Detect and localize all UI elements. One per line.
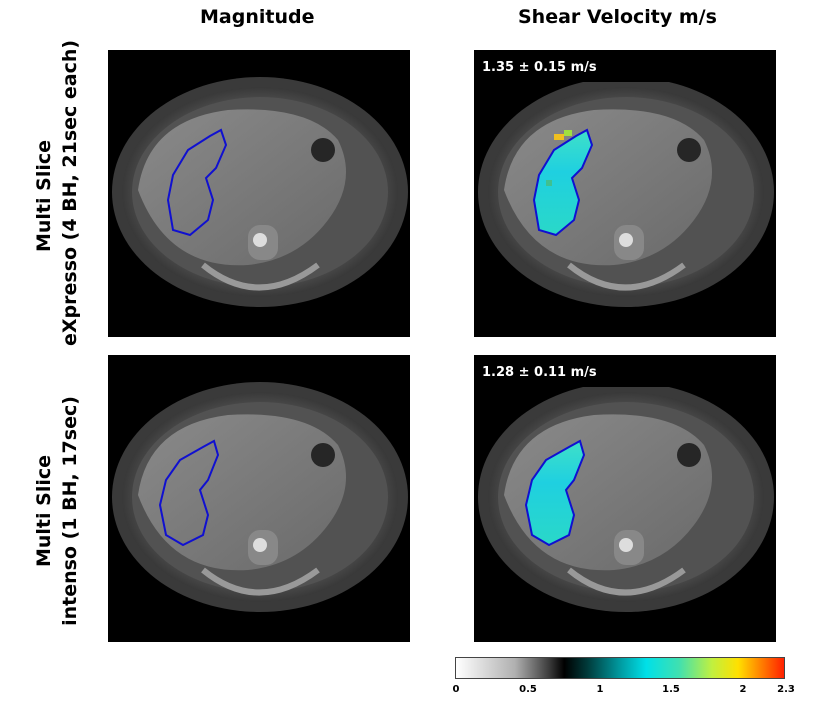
row-1-label: Multi Slice eXpresso (4 BH, 21sec each) [31, 39, 83, 346]
stat-bar-row-2 [474, 355, 776, 387]
colorbar [455, 657, 785, 679]
colorbar-tick-2: 2 [739, 684, 747, 695]
shear-stat-row-1: 1.35 ± 0.15 m/s [482, 60, 597, 75]
row-2-title: Multi Slice [33, 455, 55, 568]
row-1-title: Multi Slice [33, 140, 55, 253]
colorbar-tick-0-5: 0.5 [519, 684, 537, 695]
shear-velocity-image-row-1: 1.35 ± 0.15 m/s [474, 50, 776, 337]
magnitude-column-title: Magnitude [200, 6, 315, 28]
shear-velocity-column-title: Shear Velocity m/s [518, 6, 717, 28]
elastogram-overlay [532, 128, 594, 237]
roi-outline [166, 128, 228, 237]
row-1-subtitle: eXpresso (4 BH, 21sec each) [59, 39, 81, 346]
colorbar-tick-2-3: 2.3 [777, 684, 795, 695]
magnitude-image-row-2 [108, 355, 410, 642]
roi-outline [158, 439, 220, 547]
stat-bar-row-1 [474, 50, 776, 82]
magnitude-image-row-1 [108, 50, 410, 337]
colorbar-tick-1-5: 1.5 [662, 684, 680, 695]
colorbar-tick-1: 1 [596, 684, 604, 695]
colorbar-tick-0: 0 [452, 684, 460, 695]
row-2-label: Multi Slice intenso (1 BH, 17sec) [31, 361, 83, 661]
row-2-subtitle: intenso (1 BH, 17sec) [59, 396, 81, 626]
shear-stat-row-2: 1.28 ± 0.11 m/s [482, 365, 597, 380]
shear-velocity-image-row-2: 1.28 ± 0.11 m/s [474, 355, 776, 642]
elastogram-overlay [524, 439, 586, 547]
